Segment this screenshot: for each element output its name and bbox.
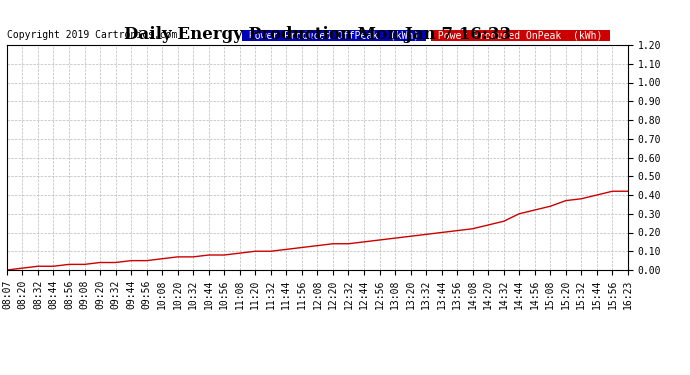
Title: Daily Energy Production Mon Jan 7 16:33: Daily Energy Production Mon Jan 7 16:33	[124, 27, 511, 44]
Text: Power Produced OnPeak  (kWh): Power Produced OnPeak (kWh)	[432, 30, 609, 40]
Text: Power Produced OffPeak  (kWh): Power Produced OffPeak (kWh)	[243, 30, 425, 40]
Text: Copyright 2019 Cartronics.com: Copyright 2019 Cartronics.com	[7, 30, 177, 40]
